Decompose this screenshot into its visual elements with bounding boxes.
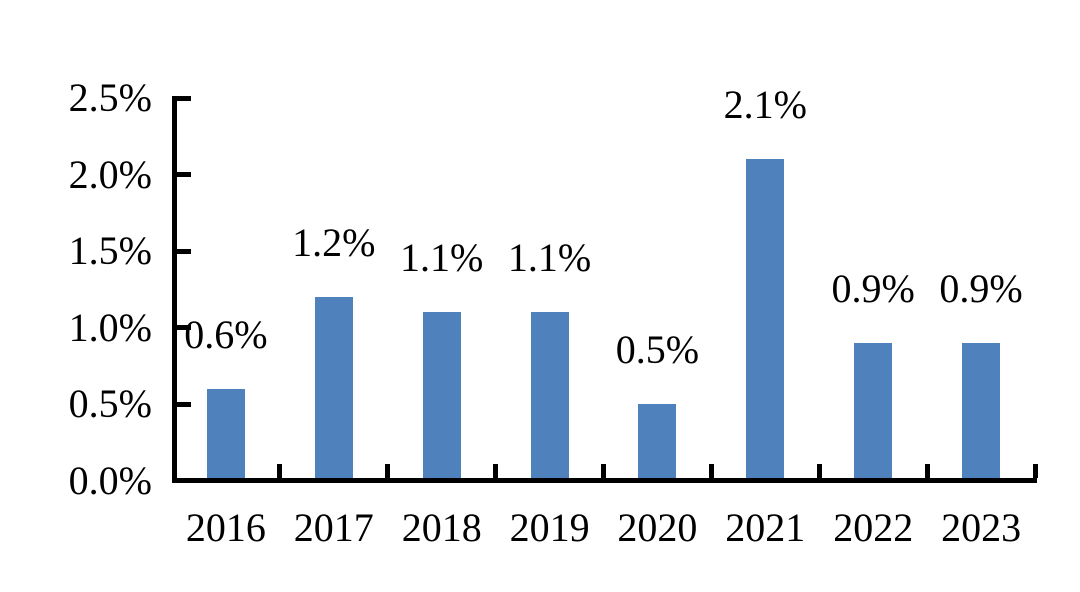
x-axis-category-label: 2016 [185, 505, 266, 550]
bar-value-label: 1.1% [400, 235, 484, 281]
y-axis-tick-label: 2.0% [68, 151, 152, 197]
y-axis-tick [177, 172, 191, 177]
x-axis-category-label: 2017 [293, 505, 374, 550]
y-axis-tick-label: 1.5% [68, 228, 152, 273]
bar-value-label: 1.2% [292, 219, 376, 265]
x-axis-category-label: 2019 [509, 505, 590, 550]
x-axis-category-label: 2022 [833, 505, 914, 550]
x-axis-tick [816, 464, 822, 478]
bar-2019 [530, 312, 569, 478]
x-axis-tick [601, 464, 606, 478]
y-axis-tick [177, 401, 191, 407]
y-axis-tick-label: 0.5% [68, 381, 152, 426]
x-axis-tick [924, 464, 930, 478]
bar-2020 [638, 404, 677, 478]
bar-value-label: 1.1% [507, 235, 592, 281]
bar-2016 [206, 388, 245, 478]
x-axis-category-label: 2020 [617, 505, 698, 550]
y-axis-tick [177, 325, 191, 330]
x-axis-category-label: 2021 [725, 505, 806, 550]
x-axis-tick [1032, 464, 1038, 478]
x-axis-category-label: 2023 [941, 505, 1022, 550]
bar-2021 [746, 159, 785, 478]
y-axis-tick [177, 95, 191, 101]
bar-value-label: 2.1% [723, 82, 807, 128]
x-axis-tick [385, 464, 391, 478]
x-axis-tick [708, 464, 714, 478]
y-axis-tick [177, 248, 191, 254]
bar-value-label: 0.9% [939, 265, 1023, 311]
y-axis-tick-label: 0.0% [68, 457, 152, 503]
y-axis-tick-label: 2.5% [68, 75, 152, 120]
y-axis-line [172, 96, 177, 483]
bar-2018 [422, 312, 461, 478]
x-axis-line [172, 478, 1037, 483]
bar-value-label: 0.6% [184, 311, 268, 357]
bar-value-label: 0.9% [831, 265, 915, 311]
y-axis-tick-label: 1.0% [68, 304, 152, 350]
bar-2022 [854, 342, 893, 478]
bar-2023 [962, 342, 1001, 478]
x-axis-tick [493, 464, 499, 478]
x-axis-category-label: 2018 [401, 505, 482, 550]
x-axis-tick [277, 464, 283, 478]
bar-value-label: 0.5% [615, 327, 700, 372]
bar-2017 [314, 296, 353, 478]
